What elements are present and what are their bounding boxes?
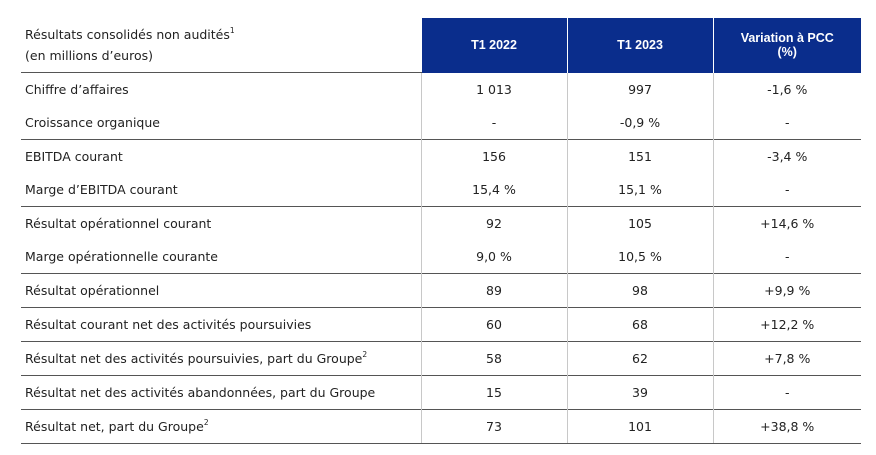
cell-t1-2023: 997 bbox=[566, 72, 713, 106]
table-row: Chiffre d’affaires 1 013 997 -1,6 % bbox=[21, 72, 861, 107]
column-header-t1-2023: T1 2023 bbox=[566, 18, 713, 73]
table-header-row: Résultats consolidés non audités1 (en mi… bbox=[21, 18, 861, 73]
table-row: Résultat net des activités abandonnées, … bbox=[21, 375, 861, 410]
column-header-t1-2022: T1 2022 bbox=[420, 18, 567, 73]
cell-t1-2023: 151 bbox=[566, 139, 713, 173]
table-row: Marge d’EBITDA courant 15,4 % 15,1 % - bbox=[21, 173, 861, 207]
row-label-text: Résultat net des activités poursuivies, … bbox=[25, 351, 363, 366]
row-label: Marge opérationnelle courante bbox=[21, 240, 421, 274]
cell-variation: +7,8 % bbox=[712, 341, 861, 376]
results-table-container: Résultats consolidés non audités1 (en mi… bbox=[21, 18, 861, 444]
footnote-marker: 2 bbox=[362, 350, 368, 359]
cell-t1-2023: 101 bbox=[566, 409, 713, 444]
table-title: Résultats consolidés non audités1 (en mi… bbox=[21, 18, 421, 73]
cell-t1-2022: 15,4 % bbox=[420, 173, 567, 207]
results-table: Résultats consolidés non audités1 (en mi… bbox=[21, 18, 861, 444]
table-row: Résultat net des activités poursuivies, … bbox=[21, 341, 861, 376]
cell-t1-2023: -0,9 % bbox=[566, 106, 713, 140]
cell-t1-2022: 89 bbox=[420, 273, 567, 308]
cell-t1-2023: 98 bbox=[566, 273, 713, 308]
row-label-text: Croissance organique bbox=[25, 115, 160, 130]
cell-t1-2023: 62 bbox=[566, 341, 713, 376]
row-label-text: Résultat net, part du Groupe bbox=[25, 419, 204, 434]
row-label: Résultat net, part du Groupe2 bbox=[21, 409, 421, 444]
cell-t1-2022: 9,0 % bbox=[420, 240, 567, 274]
cell-t1-2022: 156 bbox=[420, 139, 567, 173]
cell-t1-2022: 73 bbox=[420, 409, 567, 444]
cell-variation: -1,6 % bbox=[712, 72, 861, 106]
table-row: Marge opérationnelle courante 9,0 % 10,5 %… bbox=[21, 240, 861, 274]
row-label: Marge d’EBITDA courant bbox=[21, 173, 421, 207]
row-label-text: Résultat courant net des activités pours… bbox=[25, 317, 312, 332]
cell-t1-2023: 10,5 % bbox=[566, 240, 713, 274]
row-label-text: Marge d’EBITDA courant bbox=[25, 182, 178, 197]
table-row: EBITDA courant 156 151 -3,4 % bbox=[21, 139, 861, 173]
table-body: Chiffre d’affaires 1 013 997 -1,6 % Croissan… bbox=[21, 72, 861, 444]
cell-variation: - bbox=[712, 375, 861, 410]
row-label-text: Résultat opérationnel courant bbox=[25, 216, 212, 231]
cell-t1-2023: 105 bbox=[566, 206, 713, 240]
cell-variation: +12,2 % bbox=[712, 307, 861, 342]
row-label-text: Marge opérationnelle courante bbox=[25, 249, 218, 264]
row-label-text: Résultat opérationnel bbox=[25, 283, 160, 298]
row-label: Chiffre d’affaires bbox=[21, 73, 421, 107]
table-row: Résultat courant net des activités pours… bbox=[21, 307, 861, 342]
row-label-text: Résultat net des activités abandonnées, … bbox=[25, 385, 376, 400]
row-label-text: EBITDA courant bbox=[25, 149, 123, 164]
cell-variation: -3,4 % bbox=[712, 139, 861, 173]
cell-variation: +9,9 % bbox=[712, 273, 861, 308]
footnote-marker: 1 bbox=[229, 26, 235, 35]
variation-header-line2: (%) bbox=[777, 45, 797, 60]
row-label: Résultat net des activités abandonnées, … bbox=[21, 375, 421, 410]
cell-t1-2022: - bbox=[420, 106, 567, 140]
cell-t1-2022: 15 bbox=[420, 375, 567, 410]
cell-variation: - bbox=[712, 240, 861, 274]
cell-variation: +38,8 % bbox=[712, 409, 861, 444]
row-label: Résultat net des activités poursuivies, … bbox=[21, 341, 421, 376]
row-label-text: Chiffre d’affaires bbox=[25, 82, 129, 97]
footnote-marker: 2 bbox=[203, 418, 209, 427]
column-header-variation: Variation à PCC (%) bbox=[712, 18, 861, 73]
table-row: Résultat opérationnel 89 98 +9,9 % bbox=[21, 273, 861, 308]
variation-header-line1: Variation à PCC bbox=[740, 31, 834, 46]
table-row: Croissance organique - -0,9 % - bbox=[21, 106, 861, 140]
table-row: Résultat opérationnel courant 92 105 +14,6 … bbox=[21, 206, 861, 240]
cell-t1-2023: 15,1 % bbox=[566, 173, 713, 207]
row-label: Résultat opérationnel bbox=[21, 273, 421, 308]
cell-t1-2022: 58 bbox=[420, 341, 567, 376]
table-unit-label: (en millions d’euros) bbox=[25, 48, 154, 63]
cell-variation: - bbox=[712, 106, 861, 140]
cell-t1-2022: 92 bbox=[420, 206, 567, 240]
cell-variation: +14,6 % bbox=[712, 206, 861, 240]
row-label: Résultat opérationnel courant bbox=[21, 206, 421, 240]
cell-t1-2022: 60 bbox=[420, 307, 567, 342]
row-label: Croissance organique bbox=[21, 106, 421, 140]
row-label: EBITDA courant bbox=[21, 139, 421, 173]
cell-variation: - bbox=[712, 173, 861, 207]
cell-t1-2023: 39 bbox=[566, 375, 713, 410]
cell-t1-2022: 1 013 bbox=[420, 72, 567, 106]
cell-t1-2023: 68 bbox=[566, 307, 713, 342]
table-title-line1: Résultats consolidés non audités bbox=[25, 27, 230, 42]
table-row: Résultat net, part du Groupe2 73 101 +38,8 … bbox=[21, 409, 861, 444]
row-label: Résultat courant net des activités pours… bbox=[21, 307, 421, 342]
